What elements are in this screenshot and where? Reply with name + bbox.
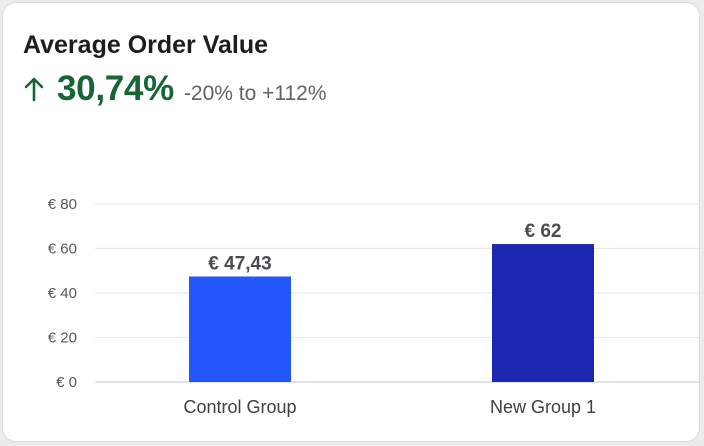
change-percentage: 30,74%	[57, 69, 174, 108]
metric-card: Average Order Value 30,74% -20% to +112%…	[2, 2, 700, 442]
category-label: Control Group	[183, 397, 296, 417]
y-tick-label: € 0	[56, 374, 77, 391]
bar	[492, 244, 594, 382]
confidence-range: -20% to +112%	[183, 82, 327, 105]
metric-summary: 30,74% -20% to +112%	[23, 69, 327, 109]
y-tick-label: € 60	[48, 241, 77, 258]
bar	[189, 276, 291, 382]
y-tick-label: € 40	[48, 285, 77, 302]
card-title: Average Order Value	[23, 31, 269, 59]
y-tick-label: € 20	[48, 330, 77, 347]
arrow-up-icon	[24, 77, 44, 102]
data-label: € 47,43	[208, 253, 271, 274]
bar-chart: € 0 € 20 € 40 € 60 € 80 € 47,43 Control Group €…	[48, 196, 699, 417]
y-tick-label: € 80	[48, 196, 77, 213]
data-label: € 62	[525, 221, 562, 242]
category-label: New Group 1	[490, 397, 596, 417]
